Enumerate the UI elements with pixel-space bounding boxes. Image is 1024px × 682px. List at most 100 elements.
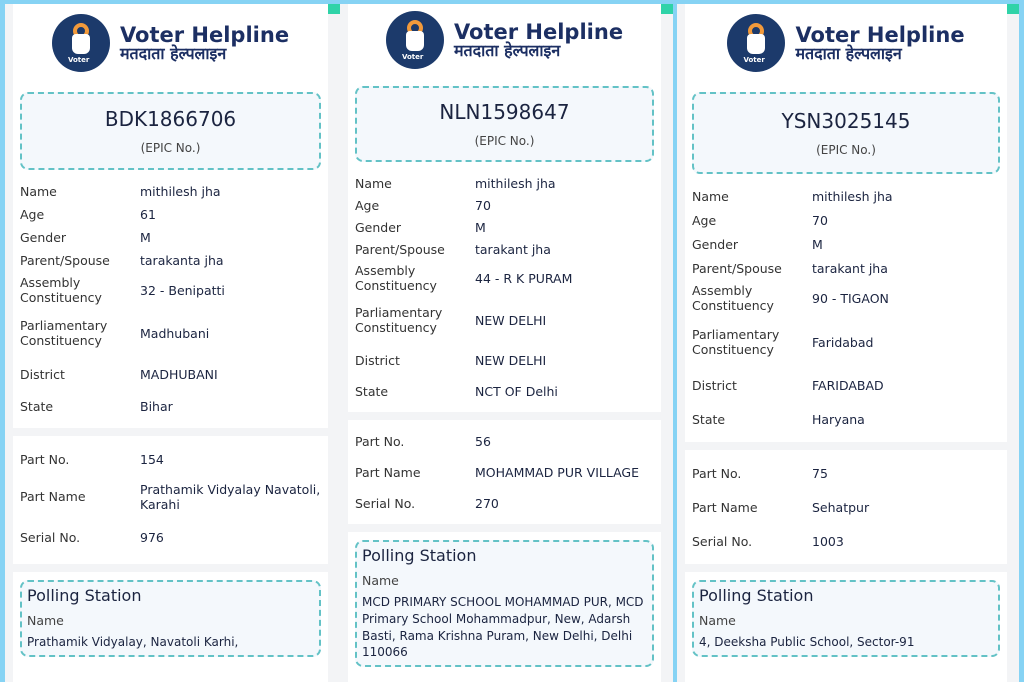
field-value: tarakant jha xyxy=(812,260,888,276)
field-value: 75 xyxy=(812,465,828,481)
field-label: Assembly Constituency xyxy=(20,275,102,305)
field-label: Part No. xyxy=(692,465,742,481)
field-label: Parliamentary Constituency xyxy=(355,305,443,335)
field-value: 70 xyxy=(475,197,491,213)
field-district: District NEW DELHI xyxy=(355,344,654,376)
field-label: Name xyxy=(355,175,392,191)
divider xyxy=(13,564,328,572)
divider xyxy=(348,524,661,532)
epic-box: NLN1598647 (EPIC No.) xyxy=(355,86,654,162)
field-label: Gender xyxy=(20,230,67,245)
field-assembly: Assembly Constituency 32 - Benipatti xyxy=(20,272,321,308)
field-assembly: Assembly Constituency 90 - TIGAON xyxy=(692,280,1000,316)
field-value: mithilesh jha xyxy=(475,175,556,191)
epic-box: BDK1866706 (EPIC No.) xyxy=(20,92,321,170)
field-label: Serial No. xyxy=(355,495,416,511)
accent-strip xyxy=(1007,4,1019,14)
field-label: Serial No. xyxy=(20,530,81,545)
polling-station-heading: Polling Station xyxy=(362,546,477,565)
field-label: District xyxy=(692,377,737,393)
divider xyxy=(348,412,661,420)
field-value: 70 xyxy=(812,212,828,228)
field-parliamentary: Parliamentary Constituency Faridabad xyxy=(692,316,1000,368)
field-value: Madhubani xyxy=(140,325,210,341)
field-value: Faridabad xyxy=(812,334,874,350)
field-part-no: Part No. 75 xyxy=(692,456,1000,490)
field-label: Age xyxy=(355,197,380,213)
field-label: Parliamentary Constituency xyxy=(20,318,108,348)
field-value: mithilesh jha xyxy=(812,188,893,204)
field-value: tarakant jha xyxy=(475,241,551,257)
field-value: NEW DELHI xyxy=(475,312,547,328)
field-state: State Bihar xyxy=(20,390,321,422)
field-label: Age xyxy=(692,212,717,228)
field-parliamentary: Parliamentary Constituency Madhubani xyxy=(20,308,321,358)
polling-station-name-label: Name xyxy=(699,613,736,628)
field-part-no: Part No. 154 xyxy=(20,442,321,476)
field-value: FARIDABAD xyxy=(812,377,884,393)
field-value: 270 xyxy=(475,495,499,511)
field-part-name: Part Name Sehatpur xyxy=(692,490,1000,524)
field-label: Serial No. xyxy=(692,533,753,549)
epic-label: (EPIC No.) xyxy=(474,134,535,148)
app-title-hindi: मतदाता हेल्पलाइन xyxy=(795,43,902,63)
field-value: tarakanta jha xyxy=(140,253,224,268)
divider xyxy=(13,428,328,436)
polling-station-name: 4, Deeksha Public School, Sector-91 xyxy=(699,635,915,649)
epic-label: (EPIC No.) xyxy=(816,143,876,157)
field-age: Age 70 xyxy=(692,208,1000,232)
field-age: Age 70 xyxy=(355,194,654,216)
field-gender: Gender M xyxy=(20,226,321,249)
field-part-name: Part Name Prathamik Vidyalay Navatoli, Ka… xyxy=(20,476,321,517)
field-label: District xyxy=(355,352,400,368)
field-state: State Haryana xyxy=(692,402,1000,436)
field-value: 154 xyxy=(140,451,164,467)
accent-strip xyxy=(328,4,340,14)
divider xyxy=(685,442,1007,450)
field-label: Parent/Spouse xyxy=(20,253,110,268)
epic-number: BDK1866706 xyxy=(104,107,237,131)
field-value: 1003 xyxy=(812,533,844,549)
field-value: 44 - R K PURAM xyxy=(475,270,573,286)
voter-card: Voter Voter Helpline मतदाता हेल्पलाइन NLN… xyxy=(348,4,661,682)
field-value: Haryana xyxy=(812,411,865,427)
field-value: M xyxy=(140,230,151,245)
field-serial: Serial No. 976 xyxy=(20,517,321,558)
field-label: Part Name xyxy=(20,489,86,504)
field-district: District FARIDABAD xyxy=(692,368,1000,402)
field-gender: Gender M xyxy=(692,232,1000,256)
field-value: 61 xyxy=(140,207,156,222)
field-value: Prathamik Vidyalay Navatoli, Karahi xyxy=(140,481,321,512)
field-value: NEW DELHI xyxy=(475,352,547,368)
field-label: Gender xyxy=(692,236,739,252)
header: Voter Voter Helpline मतदाता हेल्पलाइन xyxy=(348,4,661,76)
field-parent: Parent/Spouse tarakant jha xyxy=(692,256,1000,280)
field-part-no: Part No. 56 xyxy=(355,426,654,456)
polling-station-box: Polling Station Name 4, Deeksha Public Sch… xyxy=(692,580,1000,657)
field-label: Parliamentary Constituency xyxy=(692,327,780,357)
field-parent: Parent/Spouse tarakanta jha xyxy=(20,249,321,272)
header: Voter Voter Helpline मतदाता हेल्पलाइन xyxy=(685,4,1007,82)
field-value: 976 xyxy=(140,530,164,545)
voter-card-panel: Voter Voter Helpline मतदाता हेल्पलाइन YSN… xyxy=(677,4,1019,682)
field-value: Sehatpur xyxy=(812,499,870,515)
field-label: State xyxy=(20,398,54,414)
polling-station-name-label: Name xyxy=(362,573,399,588)
field-value: MOHAMMAD PUR VILLAGE xyxy=(475,464,640,480)
app-title-hindi: मतदाता हेल्पलाइन xyxy=(119,43,227,63)
polling-station-name-label: Name xyxy=(27,613,64,628)
epic-box: YSN3025145 (EPIC No.) xyxy=(692,92,1000,174)
field-name: Name mithilesh jha xyxy=(692,184,1000,208)
epic-label: (EPIC No.) xyxy=(140,141,201,155)
field-label: District xyxy=(20,366,65,382)
app-title: Voter Helpline xyxy=(795,22,965,47)
app-title: Voter Helpline xyxy=(119,22,290,47)
app-title-hindi: मतदाता हेल्पलाइन xyxy=(453,40,561,60)
header: Voter Voter Helpline मतदाता हेल्पलाइन xyxy=(13,4,328,82)
voter-card-panel: Voter Voter Helpline मतदाता हेल्पलाइन NLN… xyxy=(340,4,673,682)
field-parliamentary: Parliamentary Constituency NEW DELHI xyxy=(355,296,654,344)
field-district: District MADHUBANI xyxy=(20,358,321,390)
field-value: 90 - TIGAON xyxy=(812,290,889,306)
field-label: Part No. xyxy=(355,433,405,449)
field-label: Name xyxy=(692,188,729,204)
